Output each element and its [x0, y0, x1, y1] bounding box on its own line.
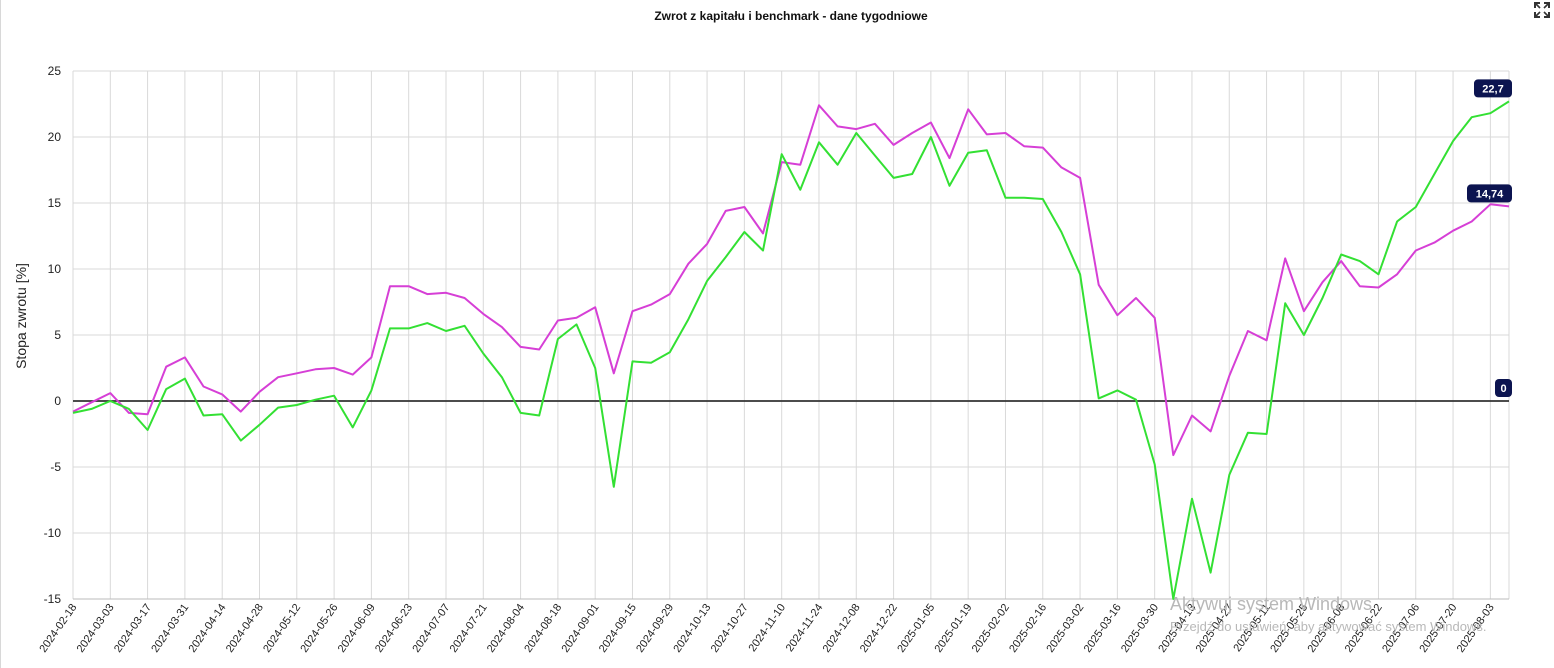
x-tick-label: 2024-10-27: [709, 602, 751, 655]
series-line-1: [72, 100, 1510, 600]
x-tick-label: 2024-05-26: [298, 602, 340, 655]
series-line-0: [72, 104, 1510, 457]
x-tick-label: 2024-07-07: [410, 602, 452, 655]
badge-value: 22,7: [1482, 83, 1503, 95]
y-tick-label: -10: [44, 526, 62, 540]
y-axis-label: Stopa zwrotu [%]: [13, 263, 29, 369]
badge-value: 14,74: [1476, 188, 1504, 200]
end-value-badge: 0: [1495, 379, 1512, 397]
x-tick-label: 2025-03-02: [1044, 602, 1086, 655]
x-tick-label: 2025-03-16: [1082, 602, 1124, 655]
y-axis-ticks: 25 20 15 10 5 0 -5 -10 -15: [44, 64, 62, 606]
chart-grid: [72, 70, 1510, 600]
x-tick-label: 2024-11-10: [746, 602, 788, 654]
x-tick-label: 2024-10-13: [671, 602, 713, 655]
watermark-line-2: Przejdź do ustawień, aby aktywować syste…: [1170, 619, 1486, 634]
x-tick-label: 2024-03-03: [75, 602, 117, 655]
windows-activation-watermark: Aktywuj system Windows Przejdź do ustawi…: [1170, 594, 1486, 634]
x-tick-label: 2024-06-23: [373, 602, 415, 655]
y-tick-label: -5: [50, 460, 61, 474]
x-tick-label: 2024-12-22: [858, 602, 900, 655]
y-tick-label: 0: [54, 394, 61, 408]
badge-background: [1474, 79, 1512, 98]
end-value-badges: 14,74 22,7 0: [1467, 79, 1512, 397]
frame-left-border: [0, 0, 1, 668]
end-value-badge: 22,7: [1474, 79, 1512, 98]
x-tick-label: 2025-01-19: [933, 602, 975, 655]
x-tick-label: 2024-06-09: [336, 602, 378, 655]
y-tick-label: 15: [48, 196, 62, 210]
x-tick-label: 2025-01-05: [895, 602, 937, 655]
x-tick-label: 2024-08-04: [485, 602, 527, 655]
fullscreen-icon: [1534, 2, 1550, 18]
y-tick-label: 20: [48, 130, 62, 144]
x-tick-label: 2024-05-12: [261, 602, 303, 655]
x-tick-label: 2025-03-30: [1119, 602, 1161, 655]
x-tick-label: 2024-04-14: [187, 602, 229, 655]
end-value-badge: 14,74: [1467, 184, 1512, 203]
x-tick-label: 2024-11-24: [784, 602, 826, 654]
fullscreen-button[interactable]: [1532, 0, 1554, 20]
badge-background: [1467, 184, 1512, 203]
y-tick-label: 5: [54, 328, 61, 342]
badge-value: 0: [1500, 383, 1506, 395]
x-tick-label: 2024-12-08: [821, 602, 863, 655]
watermark-line-1: Aktywuj system Windows: [1170, 594, 1372, 614]
x-tick-label: 2024-09-29: [634, 602, 676, 655]
y-tick-label: 10: [48, 262, 62, 276]
x-tick-label: 2024-04-28: [224, 602, 266, 655]
x-tick-label: 2025-02-02: [970, 602, 1012, 655]
x-tick-label: 2024-03-17: [112, 602, 154, 655]
x-tick-label: 2024-07-21: [448, 602, 490, 655]
chart-title: Zwrot z kapitału i benchmark - dane tygo…: [654, 9, 928, 23]
y-tick-label: 25: [48, 64, 62, 78]
x-tick-label: 2024-02-18: [37, 602, 79, 655]
x-tick-label: 2024-03-31: [149, 602, 191, 655]
badge-background: [1495, 379, 1512, 397]
x-tick-label: 2024-09-01: [560, 602, 602, 655]
x-tick-label: 2024-08-18: [522, 602, 564, 655]
y-tick-label: -15: [44, 592, 62, 606]
x-tick-label: 2024-09-15: [597, 602, 639, 655]
chart-series: [72, 100, 1510, 600]
x-tick-label: 2025-02-16: [1007, 602, 1049, 655]
